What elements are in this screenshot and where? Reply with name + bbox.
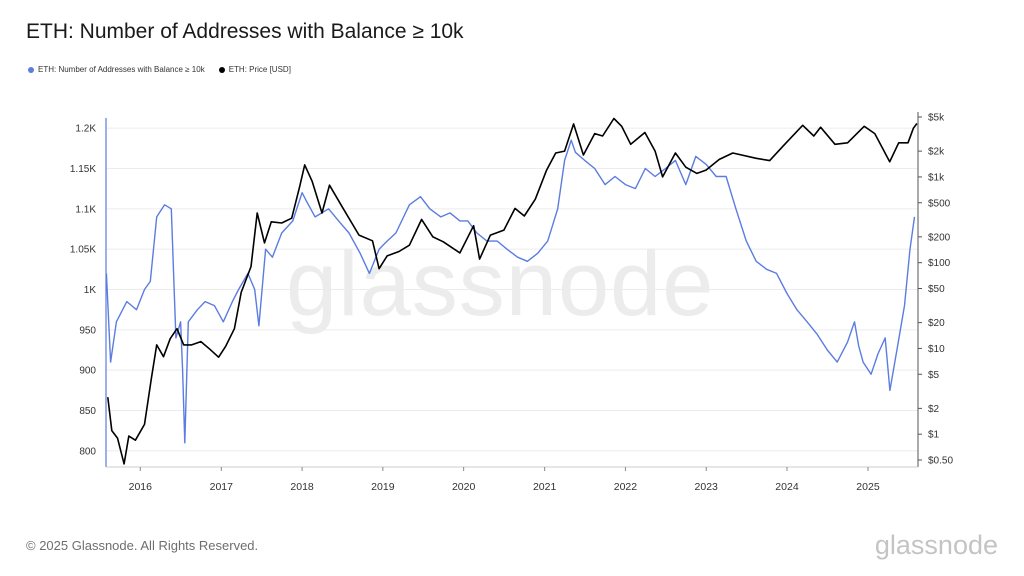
addresses-series-line <box>105 139 916 444</box>
price-series-line <box>107 117 918 465</box>
y-right-tick-label: $2k <box>928 147 945 158</box>
y-left-tick-label: 800 <box>79 446 96 457</box>
brand-logo: glassnode <box>874 530 998 560</box>
x-tick-label: 2016 <box>129 481 153 493</box>
legend: ETH: Number of Addresses with Balance ≥ … <box>28 65 291 74</box>
y-left-tick-label: 950 <box>79 325 96 336</box>
x-tick-label: 2023 <box>695 481 719 493</box>
y-right-tick-label: $1 <box>928 430 940 441</box>
x-tick-label: 2017 <box>210 481 234 493</box>
x-tick-label: 2018 <box>290 481 314 493</box>
x-tick-label: 2022 <box>614 481 638 493</box>
y-left-tick-label: 1.15K <box>70 164 96 175</box>
y-right-tick-label: $50 <box>928 284 945 295</box>
y-right-tick-label: $10 <box>928 344 945 355</box>
legend-dot-price <box>218 66 225 73</box>
y-right-tick-label: $2 <box>928 404 940 415</box>
y-right-tick-label: $1k <box>928 172 945 183</box>
y-right-tick-label: $20 <box>928 318 945 329</box>
y-right-tick-label: $5 <box>928 370 940 381</box>
y-left-tick-label: 900 <box>79 366 96 377</box>
y-right-tick-label: $100 <box>928 258 951 269</box>
y-right-tick-label: $500 <box>928 198 951 209</box>
x-tick-label: 2024 <box>775 481 799 493</box>
legend-item-addresses[interactable]: ETH: Number of Addresses with Balance ≥ … <box>28 65 205 74</box>
legend-label-price: ETH: Price [USD] <box>228 65 291 74</box>
y-right-tick-label: $5k <box>928 113 945 124</box>
y-right-tick-label: $0.50 <box>928 456 953 467</box>
x-tick-label: 2021 <box>533 481 557 493</box>
legend-item-price[interactable]: ETH: Price [USD] <box>218 65 291 74</box>
x-tick-label: 2025 <box>856 481 880 493</box>
y-left-tick-label: 1.2K <box>75 124 96 135</box>
legend-dot-addresses <box>28 66 34 73</box>
y-left-tick-label: 1.1K <box>75 204 96 215</box>
x-tick-label: 2020 <box>452 481 476 493</box>
y-left-tick-label: 1K <box>84 285 97 296</box>
legend-label-addresses: ETH: Number of Addresses with Balance ≥ … <box>38 65 205 74</box>
x-tick-label: 2019 <box>371 481 395 493</box>
watermark: glassnode <box>286 233 715 335</box>
y-left-tick-label: 1.05K <box>70 245 96 256</box>
y-right-tick-label: $200 <box>928 232 951 243</box>
copyright-footer: © 2025 Glassnode. All Rights Reserved. <box>26 538 259 553</box>
y-left-tick-label: 850 <box>79 406 96 417</box>
chart-title: ETH: Number of Addresses with Balance ≥ … <box>26 20 464 43</box>
